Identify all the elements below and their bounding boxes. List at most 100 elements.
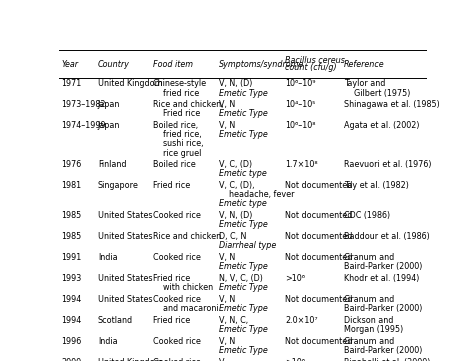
Text: 1971: 1971: [61, 79, 82, 88]
Text: Dickson and: Dickson and: [344, 316, 393, 325]
Text: United Kingdom: United Kingdom: [98, 79, 163, 88]
Text: Bacillus cereus: Bacillus cereus: [285, 56, 345, 65]
Text: 10⁶–10⁹: 10⁶–10⁹: [285, 79, 316, 88]
Text: Emetic type: Emetic type: [219, 169, 267, 178]
Text: Fried rice: Fried rice: [153, 181, 190, 190]
Text: Taylor and: Taylor and: [344, 79, 385, 88]
Text: count (cfu/g): count (cfu/g): [285, 63, 337, 72]
Text: 1991: 1991: [61, 253, 82, 262]
Text: Cooked rice: Cooked rice: [153, 337, 201, 346]
Text: Boiled rice,: Boiled rice,: [153, 121, 198, 130]
Text: Rice and chicken,: Rice and chicken,: [153, 100, 223, 109]
Text: sushi rice,: sushi rice,: [153, 139, 203, 148]
Text: Granum and: Granum and: [344, 295, 394, 304]
Text: Not documented: Not documented: [285, 232, 353, 241]
Text: Scotland: Scotland: [98, 316, 133, 325]
Text: Not documented: Not documented: [285, 337, 353, 346]
Text: United States: United States: [98, 232, 152, 241]
Text: Emetic Type: Emetic Type: [219, 220, 268, 229]
Text: V, C, (D): V, C, (D): [219, 160, 252, 169]
Text: Raevuori et al. (1976): Raevuori et al. (1976): [344, 160, 431, 169]
Text: CDC (1986): CDC (1986): [344, 211, 390, 220]
Text: with chicken: with chicken: [153, 283, 213, 292]
Text: 1993: 1993: [61, 274, 82, 283]
Text: 10⁶–10⁸: 10⁶–10⁸: [285, 121, 316, 130]
Text: Finland: Finland: [98, 160, 127, 169]
Text: United States: United States: [98, 274, 152, 283]
Text: 1974–1999: 1974–1999: [61, 121, 106, 130]
Text: >10⁶: >10⁶: [285, 274, 305, 283]
Text: V, N: V, N: [219, 337, 235, 346]
Text: fried rice: fried rice: [153, 88, 199, 97]
Text: Emetic Type: Emetic Type: [219, 130, 268, 139]
Text: fried rice,: fried rice,: [153, 130, 201, 139]
Text: Cooked rice: Cooked rice: [153, 295, 201, 304]
Text: Fried rice: Fried rice: [153, 274, 190, 283]
Text: Singapore: Singapore: [98, 181, 139, 190]
Text: V: V: [219, 358, 225, 361]
Text: and macaroni: and macaroni: [153, 304, 219, 313]
Text: Tay et al. (1982): Tay et al. (1982): [344, 181, 409, 190]
Text: Cooked rice: Cooked rice: [153, 253, 201, 262]
Text: United States: United States: [98, 295, 152, 304]
Text: Not documented: Not documented: [285, 181, 353, 190]
Text: headache, fever: headache, fever: [219, 190, 294, 199]
Text: Granum and: Granum and: [344, 253, 394, 262]
Text: N, V, C, (D): N, V, C, (D): [219, 274, 263, 283]
Text: Fried rice: Fried rice: [153, 109, 200, 118]
Text: 1973–1982: 1973–1982: [61, 100, 106, 109]
Text: D, C, N: D, C, N: [219, 232, 246, 241]
Text: Boiled rice: Boiled rice: [153, 160, 196, 169]
Text: Baddour et al. (1986): Baddour et al. (1986): [344, 232, 430, 241]
Text: Emetic Type: Emetic Type: [219, 346, 268, 355]
Text: V, C, (D),: V, C, (D),: [219, 181, 255, 190]
Text: Agata et al. (2002): Agata et al. (2002): [344, 121, 419, 130]
Text: Shinagawa et al. (1985): Shinagawa et al. (1985): [344, 100, 440, 109]
Text: Japan: Japan: [98, 121, 120, 130]
Text: V, N: V, N: [219, 121, 235, 130]
Text: 1994: 1994: [61, 295, 82, 304]
Text: 2000: 2000: [61, 358, 81, 361]
Text: 1981: 1981: [61, 181, 81, 190]
Text: Rice and chicken: Rice and chicken: [153, 232, 221, 241]
Text: 1994: 1994: [61, 316, 82, 325]
Text: Year: Year: [61, 60, 78, 69]
Text: V, N, (D): V, N, (D): [219, 211, 253, 220]
Text: Baird-Parker (2000): Baird-Parker (2000): [344, 304, 422, 313]
Text: V, N, (D): V, N, (D): [219, 79, 253, 88]
Text: Gilbert (1975): Gilbert (1975): [344, 88, 410, 97]
Text: V, N: V, N: [219, 100, 235, 109]
Text: Country: Country: [98, 60, 130, 69]
Text: India: India: [98, 253, 118, 262]
Text: Emetic Type: Emetic Type: [219, 325, 268, 334]
Text: Symptoms/syndrome: Symptoms/syndrome: [219, 60, 304, 69]
Text: 1985: 1985: [61, 211, 82, 220]
Text: Ripabelli et al. (2000): Ripabelli et al. (2000): [344, 358, 430, 361]
Text: Granum and: Granum and: [344, 337, 394, 346]
Text: Emetic Type: Emetic Type: [219, 109, 268, 118]
Text: V, N: V, N: [219, 253, 235, 262]
Text: Emetic Type: Emetic Type: [219, 283, 268, 292]
Text: 10⁴–10⁵: 10⁴–10⁵: [285, 100, 316, 109]
Text: United States: United States: [98, 211, 152, 220]
Text: 1976: 1976: [61, 160, 82, 169]
Text: Not documented: Not documented: [285, 211, 353, 220]
Text: Emetic Type: Emetic Type: [219, 88, 268, 97]
Text: Baird-Parker (2000): Baird-Parker (2000): [344, 346, 422, 355]
Text: Diarrheal type: Diarrheal type: [219, 241, 276, 250]
Text: 1.7×10⁸: 1.7×10⁸: [285, 160, 318, 169]
Text: Cooked rice: Cooked rice: [153, 211, 201, 220]
Text: V, N: V, N: [219, 295, 235, 304]
Text: Emetic Type: Emetic Type: [219, 304, 268, 313]
Text: 1996: 1996: [61, 337, 82, 346]
Text: Reference: Reference: [344, 60, 384, 69]
Text: Morgan (1995): Morgan (1995): [344, 325, 403, 334]
Text: Emetic Type: Emetic Type: [219, 262, 268, 271]
Text: Chinese-style: Chinese-style: [153, 79, 207, 88]
Text: 2.0×10⁷: 2.0×10⁷: [285, 316, 318, 325]
Text: Cooked rice: Cooked rice: [153, 358, 201, 361]
Text: India: India: [98, 337, 118, 346]
Text: Fried rice: Fried rice: [153, 316, 190, 325]
Text: Not documented: Not documented: [285, 295, 353, 304]
Text: 1985: 1985: [61, 232, 82, 241]
